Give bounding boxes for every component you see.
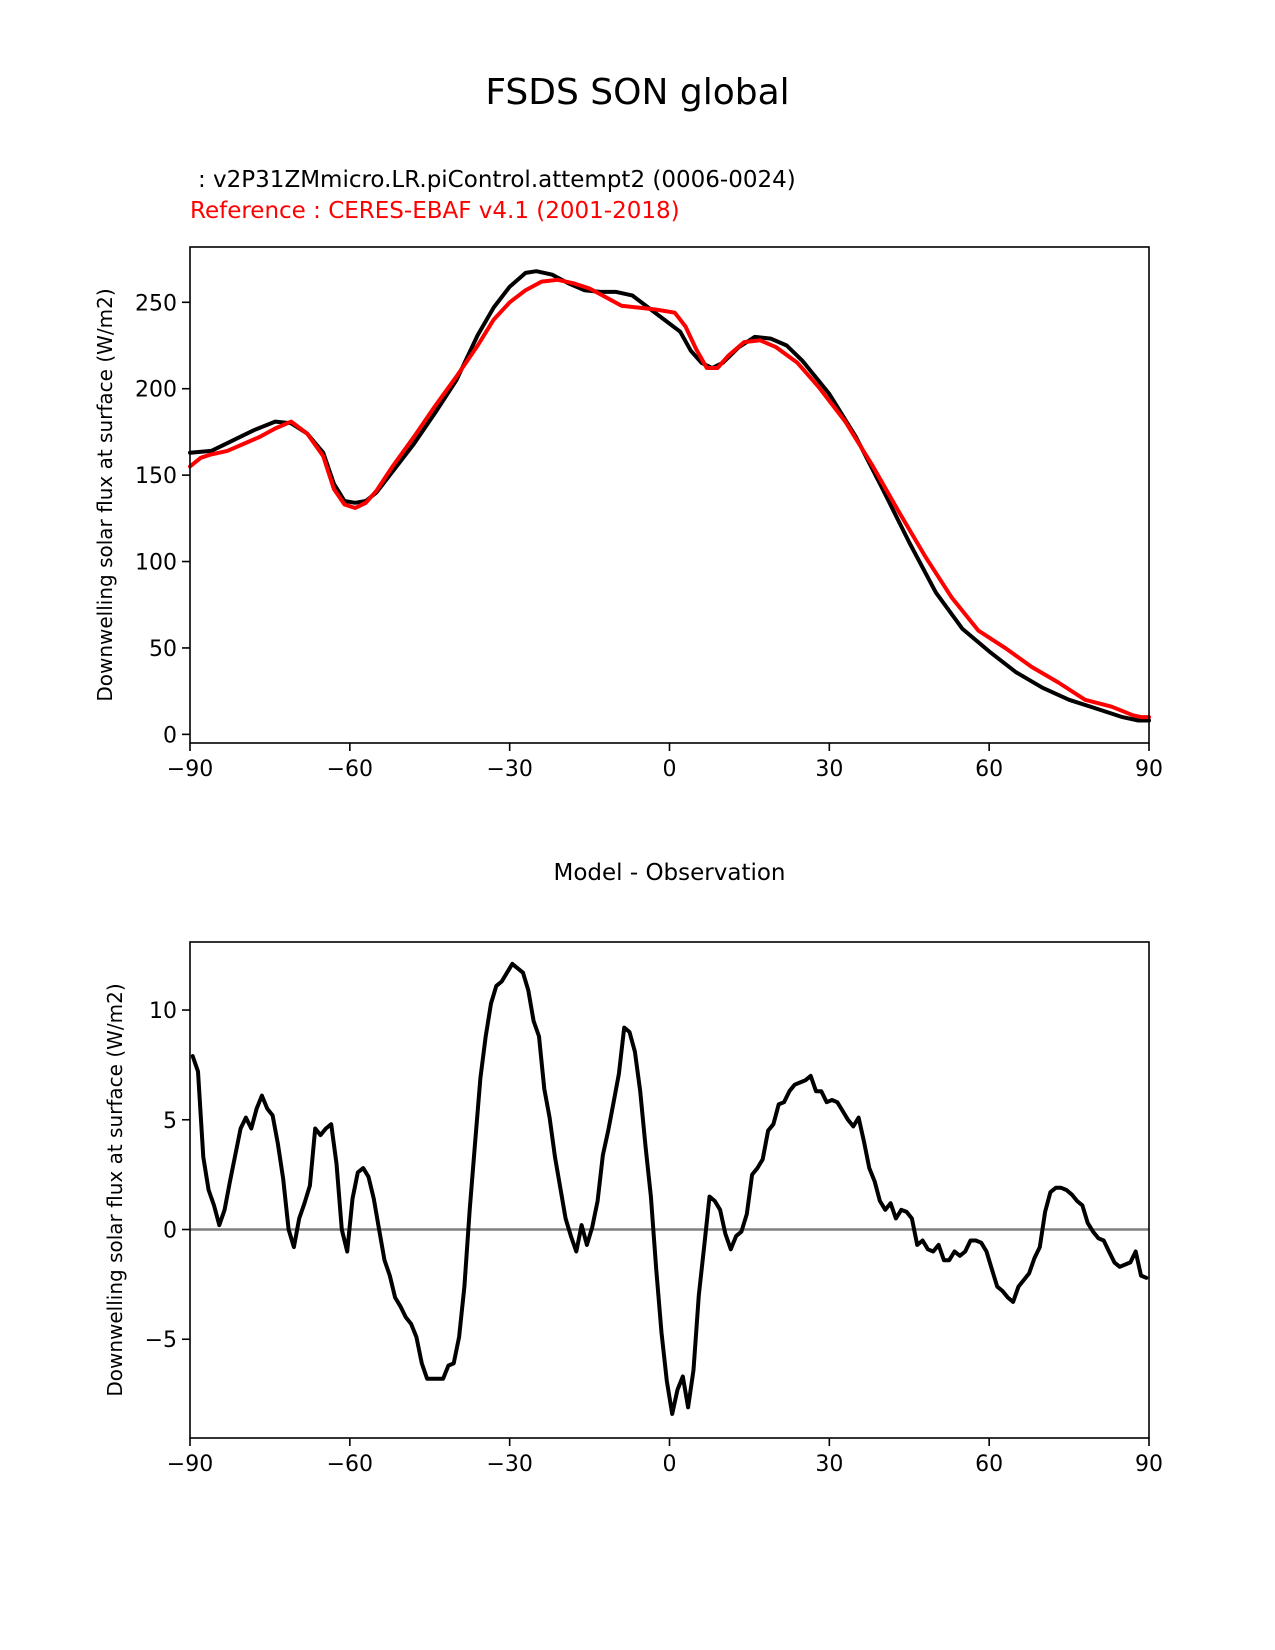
reference-label: Reference : CERES-EBAF v4.1 (2001-2018)	[190, 198, 680, 224]
x-tick-label: −90	[167, 757, 213, 782]
x-tick-label: 90	[1135, 1452, 1163, 1477]
y-tick-label: 5	[163, 1109, 177, 1134]
x-tick-label: 60	[975, 757, 1003, 782]
y-tick-label: 200	[135, 378, 177, 403]
y-tick-label: 0	[163, 723, 177, 748]
y-tick-label: 150	[135, 464, 177, 489]
y-axis-label: Downwelling solar flux at surface (W/m2)	[93, 288, 117, 701]
y-tick-label: 10	[149, 999, 177, 1024]
diff-panel-title: Model - Observation	[553, 860, 786, 886]
test-label: : v2P31ZMmicro.LR.piControl.attempt2 (00…	[198, 167, 796, 193]
x-tick-label: 0	[663, 757, 677, 782]
x-tick-label: 90	[1135, 757, 1163, 782]
figure-title: FSDS SON global	[485, 72, 790, 113]
x-tick-label: −60	[327, 1452, 373, 1477]
y-tick-label: 0	[163, 1219, 177, 1244]
y-tick-label: 50	[149, 637, 177, 662]
y-tick-label: −5	[145, 1328, 177, 1353]
x-tick-label: −30	[486, 757, 532, 782]
y-axis-label: Downwelling solar flux at surface (W/m2)	[103, 983, 127, 1396]
x-tick-label: 60	[975, 1452, 1003, 1477]
series-line-reference	[188, 277, 1151, 720]
y-tick-label: 250	[135, 291, 177, 316]
diff-panel: −90 −60 −30 0 30 60 90 −5 0 5 10 Downwelling solar …	[103, 941, 1163, 1477]
x-tick-label: 30	[815, 757, 843, 782]
series-line-difference	[190, 961, 1149, 1416]
x-tick-label: −60	[327, 757, 373, 782]
x-tick-label: 30	[815, 1452, 843, 1477]
x-tick-label: 0	[663, 1452, 677, 1477]
x-tick-label: −90	[167, 1452, 213, 1477]
x-tick-label: −30	[486, 1452, 532, 1477]
top-panel: −90 −60 −30 0 30 60 90 0 50 100 150 200 250 Downwelli…	[93, 246, 1163, 782]
axes-frame	[189, 941, 1150, 1439]
y-tick-label: 100	[135, 551, 177, 576]
series-line-test	[188, 269, 1151, 723]
